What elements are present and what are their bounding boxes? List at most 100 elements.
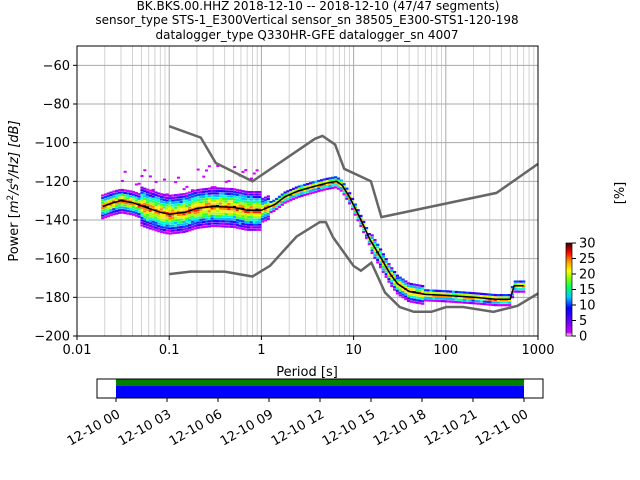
x-tick-label: 0.01 — [63, 343, 92, 358]
histogram-cell — [258, 195, 262, 199]
histogram-cell — [160, 203, 164, 206]
histogram-cell — [393, 275, 397, 279]
histogram-cell — [126, 209, 130, 213]
histogram-cell — [432, 292, 436, 295]
histogram-cell — [134, 199, 138, 202]
histogram-cell — [440, 297, 444, 300]
histogram-cell — [404, 282, 408, 286]
histogram-cell — [440, 292, 444, 295]
histogram-cell — [162, 208, 167, 212]
x-axis-label: Period [s] — [276, 365, 338, 380]
histogram-cell — [275, 207, 279, 211]
histogram-cell — [378, 260, 383, 264]
histogram-outlier-cell — [210, 186, 214, 189]
histogram-cell — [488, 296, 492, 299]
histogram-cell — [179, 195, 183, 199]
histogram-cell — [182, 205, 186, 208]
histogram-cell — [168, 217, 172, 220]
histogram-cell — [272, 207, 276, 210]
histogram-cell — [221, 222, 225, 225]
histogram-outlier-cell — [148, 175, 152, 178]
histogram-cell — [449, 298, 453, 301]
histogram-cell — [157, 207, 161, 210]
histogram-cell — [345, 197, 349, 200]
histogram-cell — [342, 185, 346, 188]
histogram-cell — [162, 228, 167, 232]
histogram-cell — [463, 293, 467, 297]
histogram-cell — [224, 197, 228, 200]
histogram-cell — [204, 225, 209, 228]
histogram-cell — [160, 208, 164, 211]
histogram-cell — [261, 207, 265, 211]
histogram-cell — [252, 193, 256, 196]
histogram-cell — [176, 213, 181, 217]
histogram-cell — [204, 207, 209, 211]
histogram-cell — [171, 224, 175, 227]
histogram-cell — [227, 187, 231, 191]
histogram-cell — [499, 299, 503, 302]
histogram-cell — [160, 230, 164, 234]
histogram-cell — [454, 298, 458, 301]
histogram-cell — [174, 226, 178, 229]
histogram-outlier-cell — [244, 169, 248, 172]
histogram-cell — [216, 197, 220, 200]
histogram-cell — [218, 215, 223, 218]
y-tick-label: −120 — [34, 175, 70, 190]
timeline-tick-label: 12-10 03 — [116, 407, 174, 449]
histogram-cell — [109, 209, 113, 212]
histogram-cell — [235, 219, 240, 222]
histogram-cell — [308, 187, 313, 190]
histogram-cell — [137, 197, 141, 201]
histogram-cell — [342, 190, 346, 193]
histogram-cell — [143, 215, 147, 218]
histogram-cell — [227, 225, 231, 228]
histogram-cell — [146, 193, 150, 196]
histogram-cell — [199, 221, 203, 224]
histogram-cell — [477, 295, 481, 298]
histogram-cell — [317, 187, 321, 190]
histogram-cell — [255, 193, 259, 196]
histogram-cell — [409, 298, 414, 301]
histogram-cell — [123, 206, 127, 210]
histogram-cell — [179, 221, 183, 224]
histogram-cell — [204, 218, 209, 221]
histogram-cell — [460, 291, 464, 294]
histogram-cell — [269, 210, 273, 214]
timeline-tick-label: 12-10 00 — [65, 407, 123, 449]
histogram-cell — [378, 258, 383, 261]
histogram-cell — [345, 195, 349, 198]
histogram-cell — [249, 223, 254, 226]
histogram-cell — [131, 193, 136, 196]
histogram-cell — [499, 294, 503, 297]
x-tick-label: 10 — [345, 343, 362, 358]
histogram-cell — [162, 223, 167, 227]
histogram-outlier-cell — [213, 186, 217, 189]
histogram-cell — [193, 214, 197, 217]
histogram-cell — [210, 187, 214, 190]
histogram-cell — [247, 190, 251, 194]
histogram-cell — [174, 221, 178, 224]
histogram-cell — [112, 190, 116, 193]
histogram-cell — [275, 197, 279, 201]
histogram-cell — [140, 224, 144, 227]
histogram-cell — [182, 195, 186, 198]
histogram-cell — [435, 299, 439, 302]
histogram-cell — [134, 191, 138, 195]
histogram-cell — [305, 188, 310, 191]
histogram-cell — [435, 297, 439, 300]
histogram-cell — [218, 220, 223, 223]
histogram-cell — [443, 297, 447, 300]
histogram-cell — [115, 202, 119, 205]
histogram-cell — [162, 218, 167, 222]
histogram-cell — [216, 189, 220, 193]
histogram-cell — [120, 201, 124, 204]
histogram-cell — [252, 195, 256, 199]
histogram-cell — [182, 208, 186, 211]
histogram-cell — [331, 184, 335, 187]
histogram-cell — [255, 218, 259, 221]
histogram-outlier-cell — [154, 180, 158, 183]
histogram-cell — [154, 191, 158, 194]
histogram-cell — [126, 189, 130, 193]
histogram-cell — [266, 197, 270, 201]
